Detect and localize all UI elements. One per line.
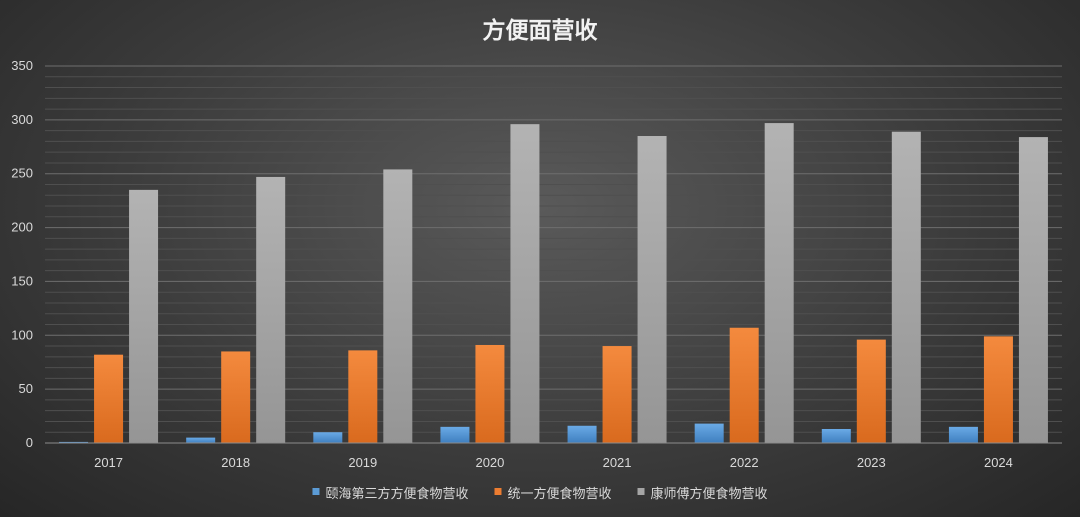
- y-tick-label: 150: [11, 273, 33, 288]
- y-tick-label: 200: [11, 220, 33, 235]
- bar-series1-2021: [602, 346, 632, 443]
- legend-item: 颐海第三方方便食物营收: [312, 486, 468, 502]
- x-tick-label: 2020: [475, 455, 504, 470]
- x-tick-label: 2024: [984, 455, 1013, 470]
- y-tick-label: 300: [11, 112, 33, 127]
- legend: 颐海第三方方便食物营收 统一方便食物营收 康师傅方便食物营收: [312, 486, 768, 502]
- x-tick-label: 2023: [857, 455, 886, 470]
- bar-series2-2023: [891, 131, 921, 443]
- bar-series0-2022: [694, 423, 724, 443]
- legend-label: 康师傅方便食物营收: [651, 486, 768, 502]
- bar-series0-2020: [440, 426, 470, 443]
- bar-series0-2024: [948, 426, 978, 443]
- legend-label: 统一方便食物营收: [507, 486, 611, 502]
- x-tick-label: 2018: [221, 455, 250, 470]
- bar-series2-2021: [637, 136, 667, 443]
- bar-series1-2024: [983, 336, 1013, 443]
- legend-swatch: [494, 488, 502, 495]
- bars: [59, 123, 1048, 444]
- bar-series2-2022: [764, 123, 794, 444]
- bar-series2-2020: [510, 124, 540, 443]
- y-axis: 0 50 100 150 200 250 300 350: [11, 58, 33, 450]
- y-tick-label: 50: [19, 381, 33, 396]
- bar-series1-2022: [729, 327, 759, 443]
- y-tick-label: 350: [11, 58, 33, 73]
- bar-series1-2023: [856, 339, 886, 443]
- x-tick-label: 2017: [94, 455, 123, 470]
- legend-swatch: [637, 488, 645, 495]
- x-tick-label: 2019: [348, 455, 377, 470]
- y-tick-label: 250: [11, 166, 33, 181]
- bar-series2-2018: [256, 176, 286, 443]
- chart-title: 方便面营收: [483, 17, 598, 44]
- bar-series0-2023: [821, 428, 851, 443]
- bar-series1-2017: [94, 354, 124, 443]
- bar-series1-2020: [475, 344, 505, 443]
- bar-series1-2019: [348, 350, 378, 443]
- legend-swatch: [312, 488, 320, 495]
- bar-series0-2021: [567, 425, 597, 443]
- bar-series2-2019: [383, 169, 413, 444]
- x-axis: 2017 2018 2019 2020 2021 2022 2023 2024: [94, 455, 1013, 470]
- y-tick-label: 0: [26, 435, 33, 450]
- bar-series0-2019: [313, 432, 343, 443]
- bar-series1-2018: [221, 351, 251, 443]
- legend-label: 颐海第三方方便食物营收: [325, 486, 468, 502]
- x-tick-label: 2022: [730, 455, 759, 470]
- legend-item: 康师傅方便食物营收: [637, 486, 768, 502]
- bar-series2-2017: [129, 189, 159, 443]
- bar-series2-2024: [1018, 137, 1048, 443]
- x-tick-label: 2021: [603, 455, 632, 470]
- bar-series0-2017: [59, 441, 89, 443]
- bar-series0-2018: [186, 437, 216, 443]
- legend-item: 统一方便食物营收: [494, 486, 612, 502]
- y-tick-label: 100: [11, 327, 33, 342]
